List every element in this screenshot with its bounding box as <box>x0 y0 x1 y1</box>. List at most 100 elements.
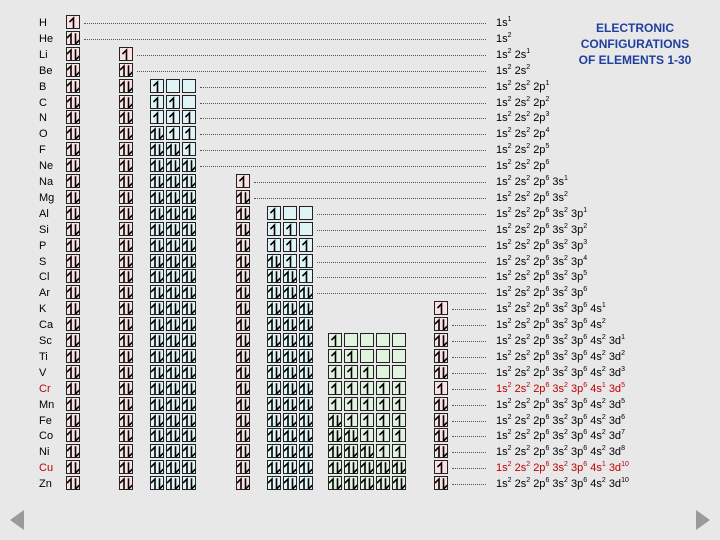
orbital-label: 3p <box>571 287 584 299</box>
orbital-label: 1s <box>496 160 508 172</box>
arrow-pair-icon <box>67 111 79 123</box>
orbital-box <box>299 349 313 363</box>
electron-count: 2 <box>507 127 512 134</box>
orbital-box <box>236 222 250 236</box>
title-line-1: ELECTRONIC <box>596 21 674 35</box>
electron-count: 1 <box>526 48 531 55</box>
orbital-label: 2s <box>514 367 527 379</box>
arrow-pair-icon <box>67 334 79 346</box>
arrow-pair-icon <box>167 191 179 203</box>
electron-configuration: 1s2 2s2 2p6 3s2 3p4 <box>496 254 587 270</box>
orbital-label: 3d <box>608 415 622 427</box>
electron-configuration: 1s2 2s2 2p6 <box>496 158 549 174</box>
orbital-box <box>299 206 313 220</box>
arrow-pair-icon <box>183 414 195 426</box>
element-symbol: Ar <box>39 287 50 299</box>
orbital-label: 2s <box>514 303 527 315</box>
element-symbol: Li <box>39 49 48 61</box>
orbital-box <box>150 126 164 140</box>
orbital-label: 4s <box>590 478 602 490</box>
orbital-box <box>166 333 180 347</box>
orbital-label: 3p <box>571 319 584 331</box>
electron-configuration: 1s2 2s2 2p6 3s2 3p6 4s1 <box>496 301 606 317</box>
arrow-pair-icon <box>237 239 249 251</box>
orbital-box <box>66 428 80 442</box>
arrow-up-icon <box>151 80 163 92</box>
orbital-label: 2p <box>533 256 546 268</box>
electron-count: 2 <box>526 429 531 436</box>
element-symbol: H <box>39 17 47 29</box>
orbital-box <box>166 110 180 124</box>
orbital-label: 3p <box>571 256 584 268</box>
orbital-box <box>360 444 374 458</box>
arrow-up-icon <box>67 16 79 28</box>
orbital-box <box>166 222 180 236</box>
electron-configuration: 1s2 2s2 2p3 <box>496 110 549 126</box>
arrow-pair-icon <box>435 414 447 426</box>
orbital-box <box>328 365 342 379</box>
orbital-box <box>150 206 164 220</box>
arrow-pair-icon <box>361 461 373 473</box>
electron-count: 2 <box>507 318 512 325</box>
orbital-label: 3p <box>571 303 584 315</box>
orbital-box <box>119 428 133 442</box>
orbital-box <box>376 413 390 427</box>
arrow-pair-icon <box>151 461 163 473</box>
electron-count: 1 <box>621 334 625 341</box>
orbital-box <box>328 460 342 474</box>
orbital-label: 3s <box>552 335 565 347</box>
orbital-box <box>283 397 297 411</box>
orbital-label: 2p <box>533 335 546 347</box>
arrow-pair-icon <box>67 318 79 330</box>
arrow-pair-icon <box>268 429 280 441</box>
electron-count: 2 <box>507 96 512 103</box>
orbital-box <box>119 63 133 77</box>
orbital-box <box>344 413 358 427</box>
arrow-up-icon <box>377 445 389 457</box>
previous-slide-button[interactable] <box>10 510 24 530</box>
orbital-label: 2p <box>533 367 546 379</box>
orbital-label: 2p <box>533 176 546 188</box>
arrow-pair-icon <box>120 302 132 314</box>
electron-count: 2 <box>526 286 531 293</box>
arrow-pair-icon <box>183 350 195 362</box>
orbital-box <box>236 428 250 442</box>
orbital-label: 2s <box>514 446 527 458</box>
arrow-pair-icon <box>151 366 163 378</box>
next-slide-button[interactable] <box>696 510 710 530</box>
orbital-box <box>182 142 196 156</box>
electron-count: 2 <box>507 159 512 166</box>
orbital-box <box>182 222 196 236</box>
arrow-pair-icon <box>393 477 405 489</box>
arrow-pair-icon <box>237 302 249 314</box>
arrow-up-icon <box>167 111 179 123</box>
orbital-box <box>236 349 250 363</box>
orbital-box <box>376 444 390 458</box>
orbital-box <box>166 126 180 140</box>
arrow-up-icon <box>329 398 341 410</box>
arrow-pair-icon <box>120 382 132 394</box>
arrow-pair-icon <box>329 477 341 489</box>
arrow-pair-icon <box>300 334 312 346</box>
arrow-pair-icon <box>183 191 195 203</box>
arrow-pair-icon <box>151 143 163 155</box>
arrow-pair-icon <box>167 445 179 457</box>
arrow-pair-icon <box>237 270 249 282</box>
orbital-box <box>66 31 80 45</box>
orbital-box <box>283 413 297 427</box>
orbital-box <box>166 79 180 93</box>
electron-count: 6 <box>583 318 588 325</box>
arrow-pair-icon <box>377 477 389 489</box>
orbital-box <box>119 397 133 411</box>
orbital-box <box>267 413 281 427</box>
arrow-up-icon <box>329 382 341 394</box>
orbital-box <box>66 365 80 379</box>
electron-count: 6 <box>583 382 588 389</box>
orbital-box <box>236 476 250 490</box>
electron-configuration: 1s2 2s2 2p6 3s2 3p6 4s2 3d1 <box>496 333 625 349</box>
electron-count: 2 <box>564 414 568 421</box>
arrow-pair-icon <box>237 366 249 378</box>
orbital-label: 2p <box>533 415 546 427</box>
orbital-label: 2s <box>514 128 527 140</box>
